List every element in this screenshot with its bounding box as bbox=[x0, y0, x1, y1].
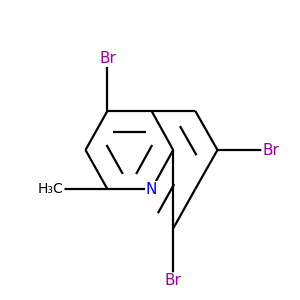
Text: H₃C: H₃C bbox=[38, 182, 64, 196]
Text: Br: Br bbox=[262, 142, 279, 158]
Text: Br: Br bbox=[99, 51, 116, 66]
Text: N: N bbox=[146, 182, 157, 197]
Text: Br: Br bbox=[165, 273, 182, 288]
